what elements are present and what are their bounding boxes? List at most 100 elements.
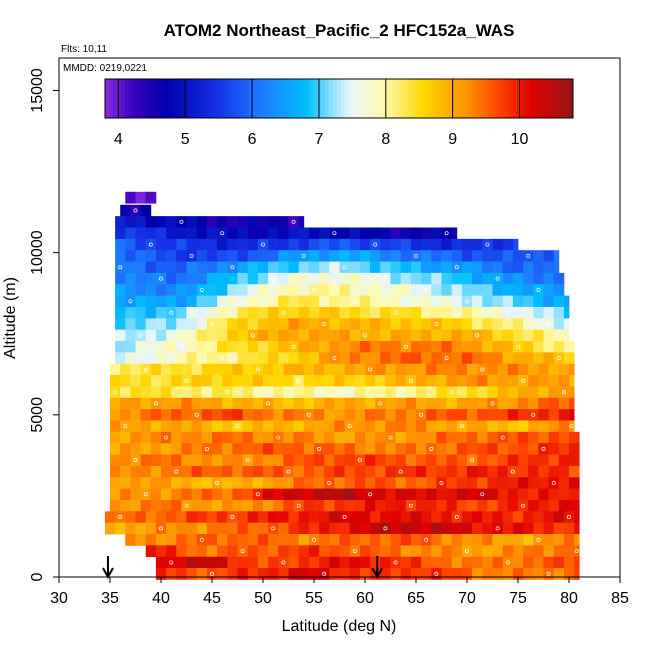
- heatmap-cell: [222, 454, 233, 467]
- heatmap-cell: [441, 329, 453, 342]
- heatmap-cell: [334, 488, 345, 501]
- heatmap-cell: [533, 545, 544, 558]
- heatmap-cell: [467, 375, 478, 387]
- heatmap-cell: [324, 488, 335, 501]
- heatmap-cell: [359, 568, 371, 580]
- colorbar-segment: [401, 79, 406, 118]
- colorbar-segment: [505, 79, 510, 118]
- heatmap-cell: [375, 454, 386, 467]
- colorbar-segment: [433, 79, 438, 118]
- heatmap-cell: [308, 568, 320, 580]
- heatmap-cell: [191, 499, 203, 512]
- heatmap-cell: [288, 341, 300, 353]
- colorbar-segment: [549, 79, 554, 118]
- heatmap-cell: [446, 465, 458, 478]
- heatmap-cell: [166, 250, 177, 262]
- sample-point: [261, 242, 265, 247]
- heatmap-cell: [512, 556, 524, 569]
- heatmap-cell: [354, 420, 366, 433]
- heatmap-cell: [497, 420, 509, 433]
- heatmap-cell: [150, 477, 162, 489]
- heatmap-cell: [339, 295, 351, 308]
- heatmap-cell: [268, 227, 279, 240]
- heatmap-cell: [319, 352, 330, 365]
- heatmap-cell: [329, 568, 340, 580]
- heatmap-cell: [441, 306, 453, 319]
- heatmap-cell: [405, 397, 417, 410]
- heatmap-cell: [405, 386, 417, 399]
- heatmap-cell: [125, 238, 136, 251]
- heatmap-cell: [191, 488, 203, 501]
- heatmap-cell: [512, 318, 524, 331]
- heatmap-cell: [472, 238, 483, 251]
- heatmap-cell: [201, 465, 213, 478]
- heatmap-cell: [558, 363, 570, 376]
- heatmap-cell: [512, 534, 524, 546]
- heatmap-cell: [451, 306, 463, 319]
- heatmap-cell: [380, 272, 391, 285]
- heatmap-cell: [472, 295, 483, 308]
- heatmap-cell: [283, 397, 294, 410]
- heatmap-cell: [375, 386, 386, 399]
- heatmap-cell: [451, 534, 463, 546]
- heatmap-cell: [487, 420, 498, 433]
- heatmap-cell: [380, 511, 391, 524]
- heatmap-cell: [237, 341, 249, 353]
- heatmap-cell: [359, 284, 371, 296]
- heatmap-cell: [339, 272, 351, 285]
- heatmap-cell: [201, 477, 213, 489]
- sample-point: [505, 310, 510, 315]
- heatmap-cell: [186, 306, 198, 319]
- x-axis: 30 35 40 45 50 55 60 65 70 75 80 85: [50, 577, 629, 607]
- heatmap-cell: [461, 250, 473, 262]
- heatmap-cell: [247, 511, 259, 524]
- heatmap-cell: [125, 306, 136, 319]
- sample-point: [301, 253, 306, 258]
- heatmap-cell: [288, 329, 300, 342]
- sample-point: [505, 560, 510, 565]
- heatmap-cell: [472, 341, 483, 353]
- heatmap-cell: [538, 397, 549, 410]
- x-tick-label: 50: [254, 590, 272, 607]
- colorbar-segment: [121, 79, 126, 118]
- heatmap-cell: [339, 568, 351, 580]
- heatmap-cell: [472, 522, 483, 535]
- heatmap-cell: [161, 431, 172, 444]
- heatmap-cell: [298, 318, 310, 331]
- heatmap-cell: [467, 499, 478, 512]
- colorbar-segment: [409, 79, 414, 118]
- sample-point: [276, 435, 281, 440]
- heatmap-cell: [171, 386, 182, 399]
- heatmap-cell: [436, 465, 447, 478]
- heatmap-cell: [268, 284, 279, 296]
- sample-point: [454, 265, 459, 270]
- heatmap-cell: [441, 227, 453, 240]
- heatmap-cell: [140, 386, 152, 399]
- heatmap-cell: [533, 295, 544, 308]
- heatmap-cell: [390, 522, 402, 535]
- heatmap-cell: [553, 250, 560, 262]
- heatmap-cell: [492, 306, 504, 319]
- heatmap-cell: [319, 556, 330, 569]
- heatmap-cell: [298, 261, 310, 274]
- heatmap-cell: [359, 522, 371, 535]
- heatmap-cell: [446, 454, 458, 467]
- heatmap-cell: [523, 295, 534, 308]
- heatmap-cell: [416, 363, 427, 376]
- heatmap-cell: [533, 568, 544, 580]
- heatmap-cell: [268, 352, 279, 365]
- heatmap-cell: [257, 511, 269, 524]
- x-tick-label: 70: [458, 590, 476, 607]
- heatmap-cell: [140, 465, 152, 478]
- heatmap-cell: [155, 352, 167, 365]
- heatmap-cell: [191, 443, 203, 455]
- colorbar-segment: [337, 79, 342, 118]
- heatmap-cell: [206, 272, 218, 285]
- sample-point: [414, 253, 418, 258]
- heatmap-cell: [181, 420, 192, 433]
- heatmap-cell: [150, 375, 162, 387]
- heatmap-cell: [405, 375, 417, 387]
- heatmap-cell: [196, 250, 208, 262]
- x-tick-label: 40: [152, 590, 170, 607]
- heatmap-cell: [212, 375, 223, 387]
